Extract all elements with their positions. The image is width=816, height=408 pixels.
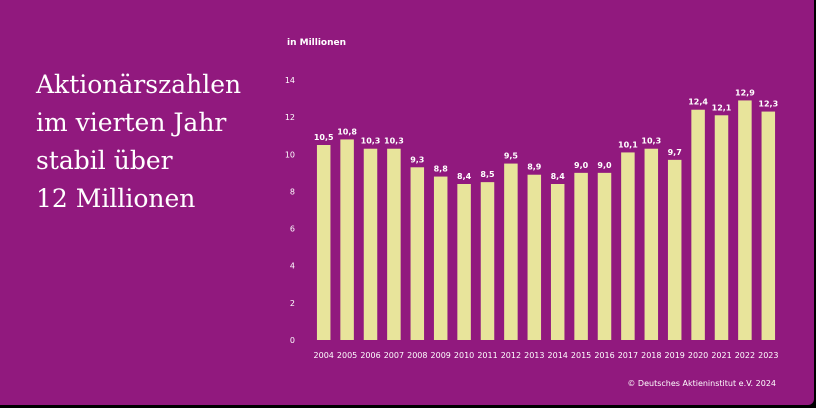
x-tick-label: 2023	[758, 351, 778, 360]
data-label: 10,3	[361, 137, 381, 146]
data-label: 8,5	[480, 170, 495, 179]
bar	[363, 148, 378, 340]
data-label: 10,1	[618, 140, 638, 149]
bar	[597, 172, 612, 340]
data-label: 8,4	[457, 172, 472, 181]
x-tick-label: 2009	[431, 351, 451, 360]
x-tick-label: 2014	[548, 351, 568, 360]
headline-line: im vierten Jahr	[36, 108, 227, 137]
y-tick-label: 4	[290, 262, 295, 271]
bar	[316, 145, 331, 340]
data-label: 12,9	[735, 88, 755, 97]
data-label: 8,9	[527, 163, 542, 172]
y-tick-label: 6	[290, 225, 295, 234]
data-label: 10,5	[314, 133, 334, 142]
data-label: 12,1	[712, 103, 732, 112]
bar	[387, 148, 401, 340]
bar	[714, 115, 729, 341]
data-label: 9,7	[668, 148, 682, 157]
copyright-notice: © Deutsches Aktieninstitut e.V. 2024	[627, 379, 776, 388]
x-tick-label: 2013	[524, 351, 544, 360]
x-tick-label: 2004	[314, 351, 334, 360]
y-tick-label: 14	[285, 76, 295, 85]
headline-line: Aktionärszahlen	[36, 70, 242, 99]
data-label: 9,0	[597, 161, 612, 170]
data-label: 12,4	[688, 98, 708, 107]
bar	[340, 139, 354, 340]
x-tick-label: 2018	[641, 351, 661, 360]
data-label: 10,3	[384, 137, 404, 146]
data-label: 9,0	[574, 161, 589, 170]
x-tick-label: 2008	[407, 351, 427, 360]
y-tick-label: 2	[290, 299, 295, 308]
bar	[550, 184, 565, 340]
x-tick-label: 2016	[594, 351, 614, 360]
y-tick-label: 8	[290, 187, 295, 196]
bar	[410, 167, 425, 340]
y-tick-label: 0	[290, 336, 295, 345]
unit-label: in Millionen	[287, 38, 347, 48]
bar	[738, 100, 752, 340]
x-tick-label: 2006	[360, 351, 380, 360]
x-tick-label: 2007	[384, 351, 404, 360]
bar	[457, 184, 471, 340]
bar	[433, 176, 448, 340]
x-tick-label: 2022	[735, 351, 755, 360]
x-tick-label: 2010	[454, 351, 474, 360]
y-tick-label: 10	[285, 150, 295, 159]
x-tick-label: 2012	[501, 351, 521, 360]
bar	[621, 152, 635, 340]
bar	[644, 148, 659, 340]
data-label: 9,3	[410, 155, 424, 164]
x-tick-label: 2021	[711, 351, 731, 360]
x-tick-label: 2015	[571, 351, 591, 360]
data-label: 8,4	[551, 172, 566, 181]
x-tick-label: 2005	[337, 351, 357, 360]
data-label: 10,8	[337, 127, 357, 136]
headline-line: stabil über	[36, 146, 173, 175]
y-tick-label: 12	[285, 113, 295, 122]
data-label: 8,8	[434, 165, 449, 174]
x-tick-label: 2017	[618, 351, 638, 360]
bar	[504, 163, 518, 340]
bar	[480, 182, 495, 340]
headline: Aktionärszahlen im vierten Jahr stabil ü…	[36, 66, 276, 218]
data-label: 12,3	[758, 100, 778, 109]
bar	[691, 109, 705, 340]
bar	[761, 111, 776, 340]
headline-line: 12 Millionen	[36, 184, 196, 213]
x-tick-label: 2019	[665, 351, 685, 360]
data-label: 9,5	[504, 152, 519, 161]
bar	[527, 174, 542, 340]
bar	[574, 172, 588, 340]
data-label: 10,3	[641, 137, 661, 146]
x-tick-label: 2011	[477, 351, 497, 360]
x-tick-label: 2020	[688, 351, 708, 360]
bar	[667, 159, 682, 340]
